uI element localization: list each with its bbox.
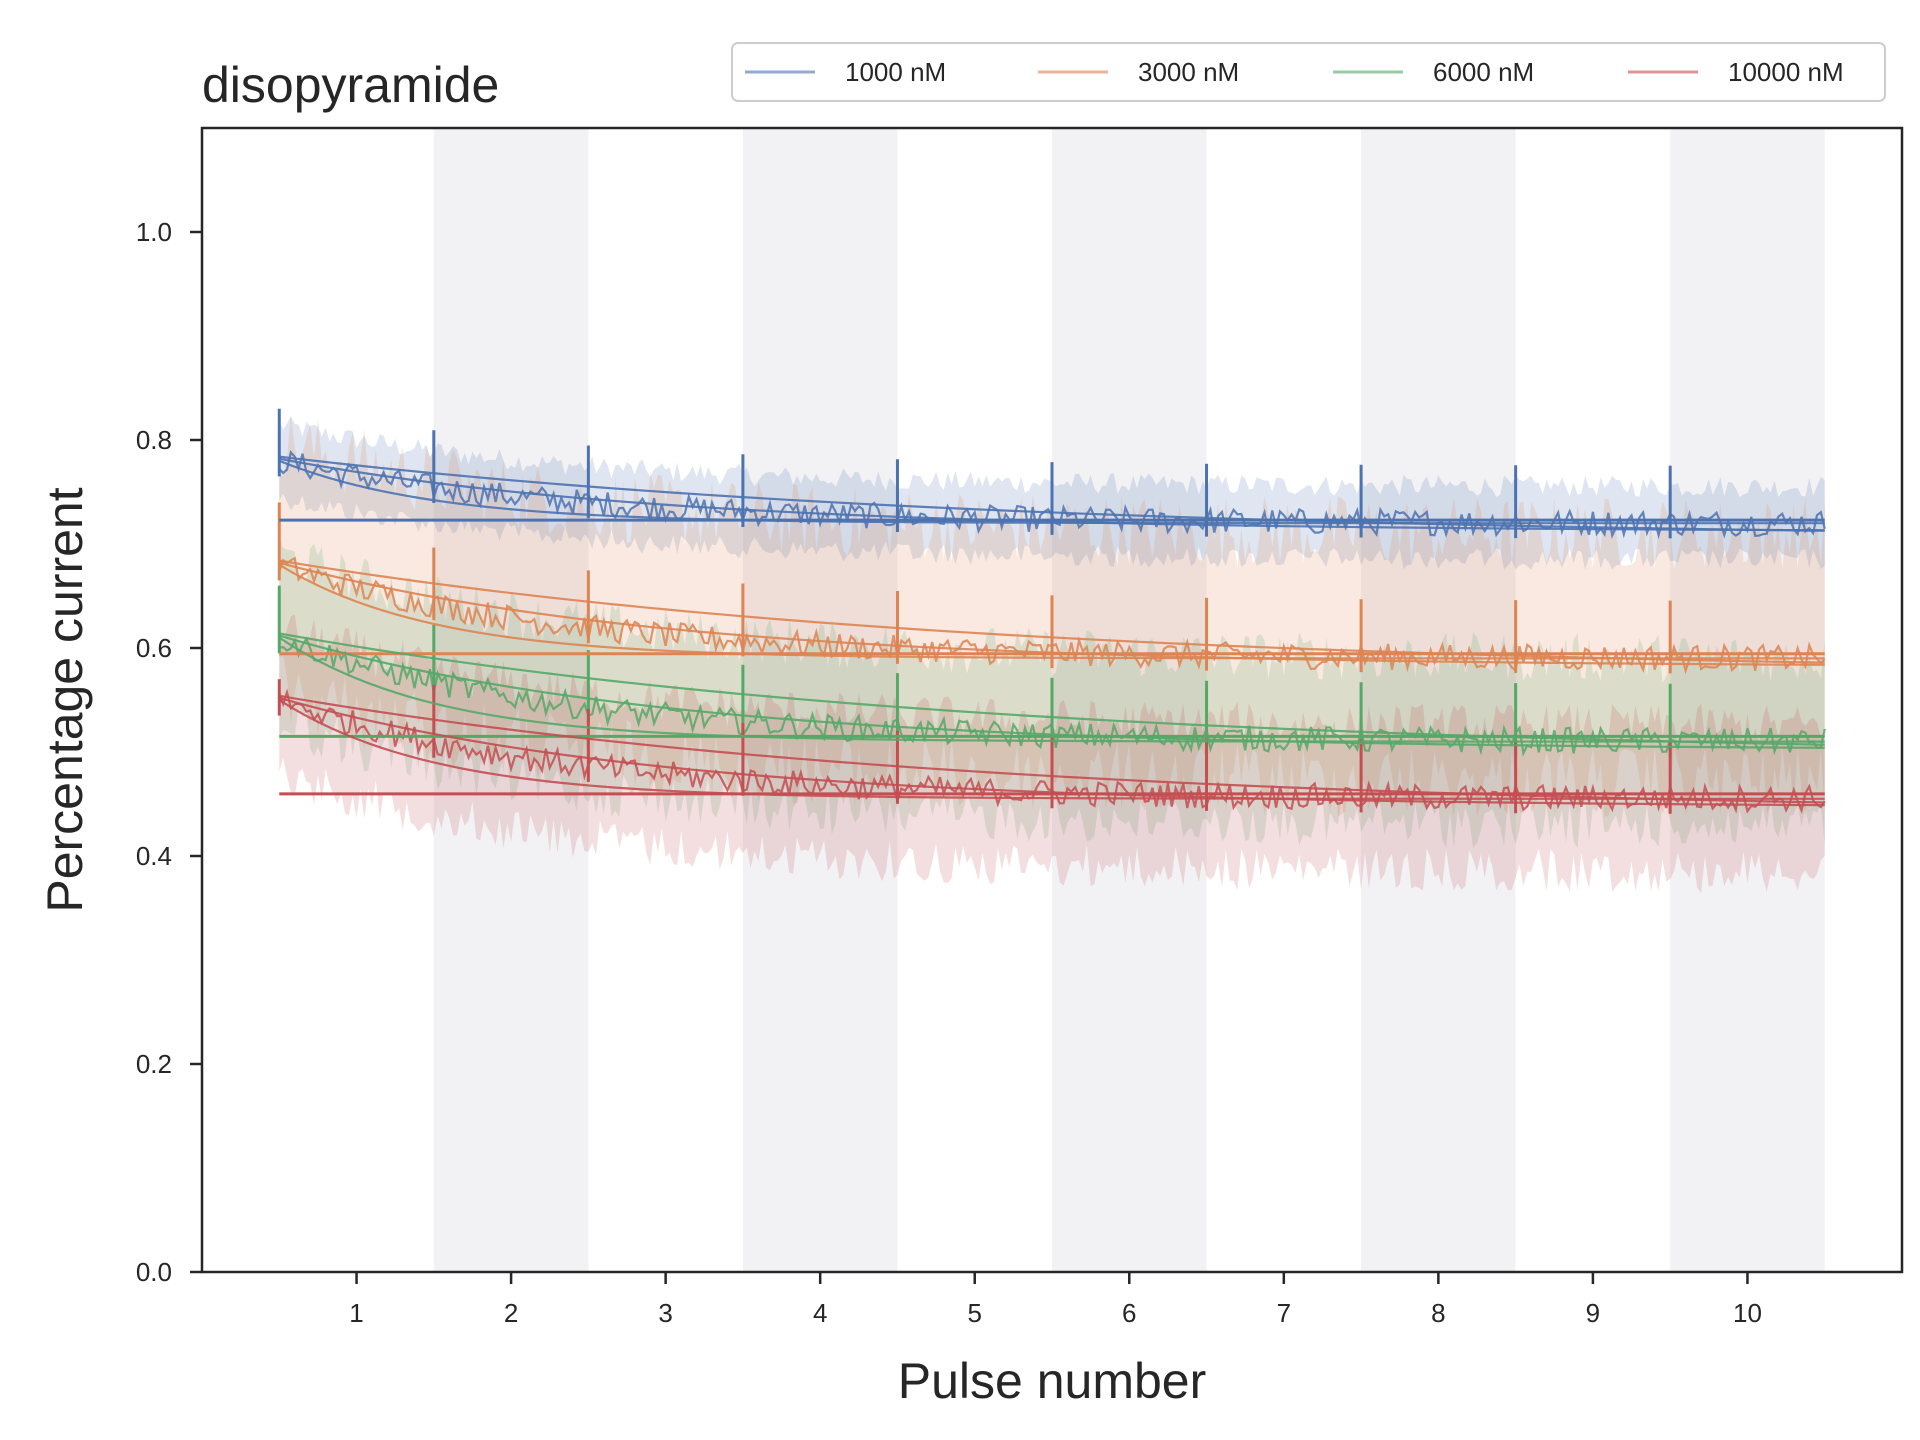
fit-curve-1-1 (278, 459, 1825, 525)
legend-label-4: 10000 nM (1728, 57, 1844, 87)
x-tick-label-7: 7 (1277, 1298, 1291, 1328)
y-axis: 0.0 0.2 0.4 0.6 0.8 1.0 (136, 217, 202, 1287)
x-axis-label: Pulse number (898, 1353, 1207, 1409)
x-tick-label-8: 8 (1431, 1298, 1445, 1328)
legend-label-1: 1000 nM (845, 57, 946, 87)
y-tick-label-0.6: 0.6 (136, 633, 172, 663)
x-tick-label-5: 5 (967, 1298, 981, 1328)
y-tick-label-0.2: 0.2 (136, 1049, 172, 1079)
legend-box (731, 42, 1886, 102)
x-tick-label-9: 9 (1586, 1298, 1600, 1328)
legend: 1000 nM 3000 nM 6000 nM 10000 nM (731, 42, 1886, 102)
x-tick-label-2: 2 (504, 1298, 518, 1328)
fit-curve-3-3 (279, 632, 1825, 746)
shaded-band-10 (1670, 128, 1825, 1272)
y-tick-label-1.0: 1.0 (136, 217, 172, 247)
x-tick-label-4: 4 (813, 1298, 827, 1328)
legend-label-2: 3000 nM (1138, 57, 1239, 87)
shaded-band-6 (1052, 128, 1207, 1272)
fit-curves (278, 455, 1825, 807)
plot-frame (200, 126, 1904, 1274)
fit-curve-3-1 (278, 636, 1825, 743)
y-tick-label-0.0: 0.0 (136, 1257, 172, 1287)
fit-curve-3-2 (278, 634, 1825, 749)
fit-curve-2-2 (278, 561, 1825, 666)
y-tick-label-0.4: 0.4 (136, 841, 172, 871)
fit-curve-1-2 (279, 457, 1825, 532)
legend-label-3: 6000 nM (1433, 57, 1534, 87)
y-axis-label: Percentage current (37, 487, 93, 912)
x-tick-label-3: 3 (658, 1298, 672, 1328)
x-tick-label-6: 6 (1122, 1298, 1136, 1328)
x-axis: 1 2 3 4 5 6 7 8 9 10 (349, 1272, 1762, 1328)
chart-title: disopyramide (202, 57, 499, 113)
shaded-band-8 (1361, 128, 1516, 1272)
fit-curve-4-3 (279, 694, 1825, 804)
fit-curve-4-2 (278, 696, 1825, 807)
fit-curve-4-1 (278, 699, 1825, 800)
x-tick-label-10: 10 (1733, 1298, 1762, 1328)
fit-curve-1-3 (279, 455, 1825, 532)
x-tick-label-1: 1 (349, 1298, 363, 1328)
fit-curve-2-1 (278, 563, 1825, 660)
fit-curve-2-3 (279, 559, 1825, 664)
y-tick-label-0.8: 0.8 (136, 425, 172, 455)
